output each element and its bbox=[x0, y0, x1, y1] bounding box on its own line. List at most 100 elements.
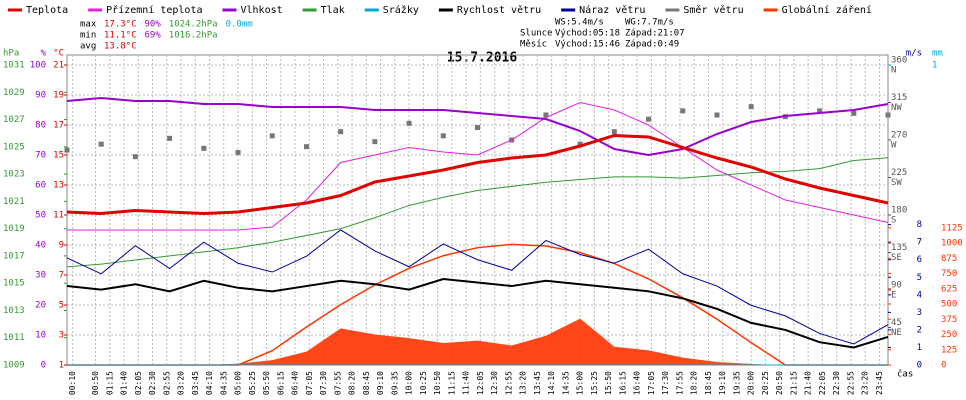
y-tick-label: 2 bbox=[917, 325, 922, 335]
x-tick-label: 15:25 bbox=[590, 371, 599, 395]
stat-text: WS:5.4m/s bbox=[555, 18, 604, 28]
direction-point bbox=[98, 141, 104, 147]
y-tick-name: N bbox=[891, 66, 896, 76]
y-tick-label: 1015 bbox=[3, 279, 25, 289]
series-line bbox=[66, 229, 889, 345]
stat-text: Východ:05:18 bbox=[555, 29, 620, 39]
y-tick-label: 3 bbox=[59, 331, 64, 341]
direction-point bbox=[475, 125, 480, 130]
x-tick-label: 08:45 bbox=[362, 371, 371, 395]
x-tick-label: 22:05 bbox=[818, 371, 827, 395]
x-tick-label: 17:55 bbox=[675, 371, 684, 395]
x-tick-label: 13:45 bbox=[533, 371, 542, 395]
y-tick-name: S bbox=[891, 216, 896, 226]
direction-point bbox=[338, 129, 344, 135]
x-tick-label: 18:20 bbox=[690, 371, 699, 395]
y-tick-label: 1 bbox=[59, 361, 64, 371]
stat-text: Měsíc bbox=[520, 40, 547, 50]
y-tick-label: 180 bbox=[891, 206, 907, 216]
y-tick-name: NE bbox=[891, 328, 902, 338]
x-tick-label: 20:50 bbox=[775, 371, 784, 395]
y-tick-label: 1029 bbox=[3, 88, 25, 98]
x-tick-label: 15:00 bbox=[576, 371, 585, 395]
y-tick-name: SW bbox=[891, 178, 902, 188]
y-tick-label: 270 bbox=[891, 131, 907, 141]
x-tick-label: 01:15 bbox=[105, 371, 114, 395]
stat-label: avg bbox=[80, 42, 96, 52]
stat-value: 17.3°C bbox=[104, 20, 137, 30]
x-tick-label: 20:25 bbox=[761, 371, 770, 395]
x-tick-label: 04:35 bbox=[219, 371, 228, 395]
direction-point bbox=[680, 108, 686, 114]
direction-point bbox=[817, 108, 823, 114]
axis-unit: % bbox=[41, 49, 47, 59]
direction-point bbox=[748, 104, 754, 110]
direction-point bbox=[406, 120, 412, 126]
x-tick-label: 12:55 bbox=[504, 371, 513, 395]
y-tick-label: 7 bbox=[917, 238, 922, 248]
y-tick-label: 1025 bbox=[3, 142, 25, 152]
legend-label: Směr větru bbox=[683, 4, 743, 16]
direction-point bbox=[646, 116, 652, 122]
x-tick-label: 06:15 bbox=[276, 371, 285, 395]
x-tick-label: 11:40 bbox=[462, 371, 471, 395]
y-tick-label: 135 bbox=[891, 243, 907, 253]
y-tick-label: 19 bbox=[53, 91, 64, 101]
x-tick-label: 08:20 bbox=[348, 371, 357, 395]
y-tick-label: 45 bbox=[891, 318, 902, 328]
y-tick-label: 30 bbox=[35, 271, 46, 281]
y-tick-label: 10 bbox=[35, 331, 46, 341]
x-tick-label: 07:30 bbox=[319, 371, 328, 395]
y-tick-label: 13 bbox=[53, 181, 64, 191]
x-tick-label: 07:05 bbox=[305, 371, 314, 395]
x-tick-label: 05:00 bbox=[234, 371, 243, 395]
stat-value: 69% bbox=[145, 31, 162, 41]
series-line bbox=[66, 96, 889, 157]
direction-point bbox=[714, 112, 720, 118]
x-tick-label: 09:10 bbox=[376, 371, 385, 395]
direction-point bbox=[132, 154, 138, 160]
axis-unit: mm bbox=[932, 49, 943, 59]
y-tick-label: 50 bbox=[35, 211, 46, 221]
stat-text: Východ:15:46 bbox=[555, 40, 620, 50]
y-tick-label: 70 bbox=[35, 151, 46, 161]
y-tick-label: 7 bbox=[59, 271, 64, 281]
radiation-area bbox=[67, 318, 888, 365]
y-tick-label: 1021 bbox=[3, 197, 25, 207]
y-tick-name: SE bbox=[891, 253, 902, 263]
y-tick-label: 1 bbox=[917, 343, 922, 353]
y-tick-label: 90 bbox=[891, 281, 902, 291]
x-tick-label: 16:40 bbox=[633, 371, 642, 395]
y-tick-label: 250 bbox=[941, 330, 957, 340]
legend-label: Srážky bbox=[383, 4, 419, 16]
stat-label: min bbox=[80, 31, 96, 41]
y-tick-label: 4 bbox=[917, 290, 922, 300]
stat-text: Západ:21:07 bbox=[625, 29, 685, 39]
series-line bbox=[66, 278, 889, 349]
legend-label: Rychlost větru bbox=[457, 4, 541, 16]
legend-label: Vlhkost bbox=[240, 5, 282, 16]
x-tick-label: 18:45 bbox=[704, 371, 713, 395]
y-tick-label: 40 bbox=[35, 241, 46, 251]
y-tick-name: W bbox=[891, 141, 897, 151]
y-tick-label: 11 bbox=[53, 211, 64, 221]
direction-point bbox=[372, 139, 378, 145]
chart-title: 15.7.2016 bbox=[447, 51, 518, 66]
axis-unit: hPa bbox=[3, 49, 19, 59]
x-tick-label: 21:40 bbox=[804, 371, 813, 395]
y-tick-label: 60 bbox=[35, 181, 46, 191]
axis-unit: °C bbox=[53, 49, 64, 59]
direction-point bbox=[885, 112, 891, 118]
x-axis-label: čas bbox=[897, 369, 913, 380]
y-tick-label: 1000 bbox=[941, 239, 963, 249]
x-tick-label: 06:40 bbox=[291, 371, 300, 395]
x-tick-label: 05:25 bbox=[248, 371, 257, 395]
stat-value: 1024.2hPa bbox=[169, 20, 218, 30]
x-tick-label: 22:30 bbox=[832, 371, 841, 395]
stat-text: Slunce bbox=[520, 29, 553, 39]
direction-point bbox=[64, 147, 70, 153]
x-tick-label: 02:30 bbox=[148, 371, 157, 395]
x-tick-label: 16:15 bbox=[618, 371, 627, 395]
stat-value: 13.8°C bbox=[104, 42, 137, 52]
